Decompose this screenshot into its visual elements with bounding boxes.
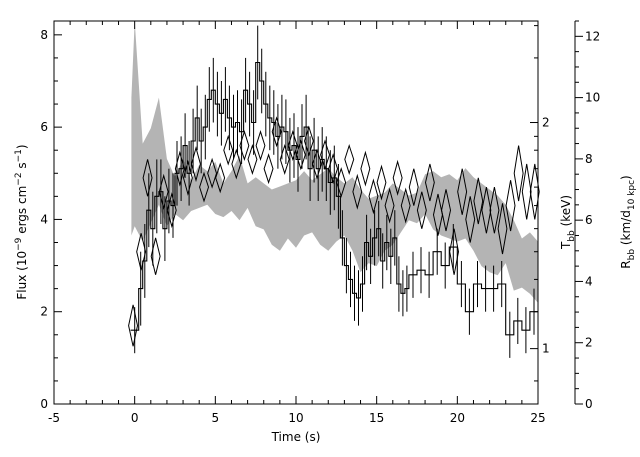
temperature-diamond: [158, 173, 169, 210]
radius-tick-label: 8: [585, 152, 593, 166]
temperature-tick-label: 1: [542, 342, 550, 356]
temperature-diamond: [368, 178, 379, 215]
temperature-diamond: [400, 187, 411, 224]
temperature-diamond: [505, 180, 516, 232]
temperature-diamond: [473, 177, 484, 225]
temperature-diamond: [521, 163, 532, 220]
temperature-diamond: [416, 191, 427, 229]
flux-tick-label: 8: [40, 28, 48, 42]
temperature-diamond: [263, 153, 274, 185]
radius-tick-label: 10: [585, 91, 600, 105]
temperature-diamond: [497, 203, 508, 255]
temperature-diamond: [336, 167, 347, 198]
temperature-axis-title: Tbb (keV): [559, 195, 577, 250]
flux-tick-label: 0: [40, 397, 48, 411]
temperature-axis-title-sub: bb: [567, 230, 577, 242]
x-tick-label: 5: [212, 411, 220, 425]
temperature-diamond: [303, 125, 314, 157]
radius-tick-label: 6: [585, 213, 593, 227]
temperature-diamond: [182, 159, 193, 196]
x-tick-label: 10: [288, 411, 303, 425]
temperature-diamond: [441, 189, 452, 232]
left-axis-title-sup: −1: [14, 149, 24, 162]
temperature-diamond: [328, 153, 339, 185]
flux-tick-label: 4: [40, 212, 48, 226]
temperature-diamond: [239, 130, 250, 162]
x-tick-label: -5: [48, 411, 60, 425]
left-axis-title-part: Flux (10: [15, 251, 29, 300]
temperature-diamond-layer: [128, 116, 540, 347]
temperature-axis-title-part: T: [559, 241, 573, 250]
temperature-diamond: [311, 148, 322, 180]
temperature-diamond: [247, 143, 258, 175]
radius-axis-title-part: ): [619, 175, 633, 180]
temperature-diamond: [128, 304, 139, 347]
temperature-diamond: [190, 146, 201, 183]
radius-band-layer: [131, 21, 538, 303]
temperature-diamond: [449, 228, 460, 275]
radius-tick-label: 4: [585, 274, 593, 288]
temperature-diamond: [352, 173, 363, 210]
radius-axis-title-sub: bb: [627, 249, 637, 261]
x-tick-label: 20: [450, 411, 465, 425]
temperature-diamond: [481, 187, 492, 234]
temperature-diamond: [489, 187, 500, 234]
temperature-diamond: [424, 163, 435, 202]
temperature-diamond: [376, 164, 387, 201]
temperature-diamond: [344, 143, 355, 175]
radius-tick-label: 12: [585, 29, 600, 43]
temperature-diamond: [142, 159, 153, 197]
temperature-diamond: [136, 233, 147, 271]
temperature-diamond: [271, 116, 282, 148]
radius-band: [131, 21, 538, 303]
temperature-diamond: [513, 145, 524, 202]
radius-axis-title: Rbb (km/d10 kpc): [619, 175, 637, 268]
temperature-diamond: [465, 196, 476, 243]
temperature-diamond: [457, 168, 468, 215]
radius-axis-title-sub: 10 kpc: [627, 180, 637, 210]
radius-tick-label: 0: [585, 397, 593, 411]
temperature-diamond: [166, 192, 177, 229]
temperature-diamond: [207, 157, 218, 189]
temperature-diamond: [320, 139, 331, 171]
flux-step-line: [130, 61, 538, 336]
temperature-diamond: [408, 168, 419, 206]
temperature-diamond: [360, 150, 371, 187]
temperature-diamond: [199, 171, 210, 203]
radius-axis-title-part: (km/d: [619, 210, 633, 249]
left-axis-title: Flux (10−9 ergs cm−2 s−1): [14, 144, 29, 299]
radius-tick-label: 2: [585, 336, 593, 350]
temperature-tick-label: 2: [542, 116, 550, 130]
flux-tick-label: 6: [40, 120, 48, 134]
temperature-diamond: [287, 130, 298, 162]
left-axis-title-sup: −9: [14, 237, 24, 251]
temperature-diamond: [432, 193, 443, 236]
temperature-diamond: [174, 150, 185, 187]
x-tick-label: 0: [131, 411, 139, 425]
left-axis-title-part: s: [15, 162, 29, 172]
temperature-diamond: [384, 187, 395, 224]
flux-tick-label: 2: [40, 305, 48, 319]
x-axis-title: Time (s): [271, 430, 321, 444]
x-tick-label: 15: [369, 411, 384, 425]
left-axis-title-part: ergs cm: [15, 186, 29, 238]
radius-axis-title-part: R: [619, 260, 633, 268]
left-axis-title-sup: −2: [14, 172, 24, 185]
temperature-diamond: [231, 148, 242, 180]
temperature-diamond: [223, 134, 234, 166]
left-axis-title-part: ): [15, 144, 29, 149]
temperature-diamond: [215, 162, 226, 194]
temperature-axis-title-part: (keV): [559, 195, 573, 230]
temperature-diamond: [295, 139, 306, 171]
temperature-diamond: [255, 130, 266, 162]
temperature-diamond: [279, 143, 290, 175]
temperature-diamond: [392, 159, 403, 196]
temperature-diamond: [150, 237, 161, 275]
x-tick-label: 25: [530, 411, 545, 425]
